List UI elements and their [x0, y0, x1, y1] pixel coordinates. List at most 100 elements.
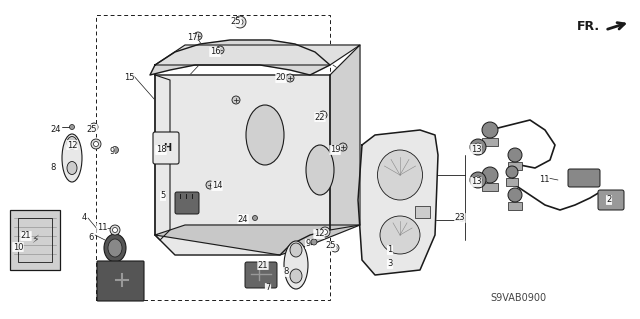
Polygon shape: [358, 130, 438, 275]
Text: 16: 16: [210, 48, 220, 56]
Circle shape: [93, 142, 99, 146]
Text: 1: 1: [387, 246, 392, 255]
Circle shape: [237, 19, 243, 25]
Text: 13: 13: [470, 145, 481, 153]
Text: 19: 19: [330, 145, 340, 154]
Text: 3: 3: [387, 259, 393, 269]
Circle shape: [482, 167, 498, 183]
FancyBboxPatch shape: [97, 261, 144, 301]
Text: 23: 23: [454, 213, 465, 222]
Circle shape: [474, 176, 482, 184]
Text: FR.: FR.: [577, 19, 600, 33]
Circle shape: [506, 166, 518, 178]
Text: 2: 2: [606, 196, 612, 204]
Circle shape: [194, 32, 202, 40]
Polygon shape: [155, 75, 170, 240]
FancyBboxPatch shape: [508, 202, 522, 210]
Polygon shape: [330, 45, 360, 230]
Text: 21: 21: [20, 232, 31, 241]
Text: 12: 12: [67, 140, 77, 150]
Text: 7: 7: [266, 284, 271, 293]
Ellipse shape: [290, 243, 302, 257]
Text: 4: 4: [81, 213, 86, 222]
Circle shape: [92, 125, 96, 129]
FancyBboxPatch shape: [153, 132, 179, 164]
Circle shape: [253, 216, 257, 220]
Circle shape: [331, 244, 339, 252]
Text: 22: 22: [315, 113, 325, 122]
Bar: [96, 15, 330, 300]
Text: 17: 17: [187, 33, 197, 42]
Text: 25: 25: [231, 18, 241, 26]
Circle shape: [110, 225, 120, 235]
Ellipse shape: [380, 216, 420, 254]
Circle shape: [320, 227, 330, 237]
Text: 18: 18: [156, 145, 166, 154]
Circle shape: [470, 139, 486, 155]
Ellipse shape: [104, 234, 126, 262]
Bar: [415, 206, 430, 218]
Text: ⚡: ⚡: [31, 235, 39, 245]
Polygon shape: [155, 75, 330, 255]
Circle shape: [508, 148, 522, 162]
Ellipse shape: [62, 134, 82, 182]
Text: 15: 15: [124, 72, 134, 81]
Ellipse shape: [67, 137, 77, 150]
Circle shape: [70, 124, 74, 130]
Ellipse shape: [306, 145, 334, 195]
Ellipse shape: [246, 105, 284, 165]
Circle shape: [232, 96, 240, 104]
Circle shape: [234, 16, 246, 28]
Text: 25: 25: [87, 124, 97, 133]
Circle shape: [323, 229, 328, 234]
Text: 14: 14: [212, 182, 222, 190]
Text: 20: 20: [276, 73, 286, 83]
Polygon shape: [155, 45, 360, 65]
Bar: [18, 218, 52, 262]
FancyBboxPatch shape: [482, 138, 498, 146]
Text: 25: 25: [326, 241, 336, 250]
Text: 9: 9: [109, 147, 115, 157]
Text: 6: 6: [88, 233, 93, 241]
Circle shape: [286, 74, 294, 82]
Text: 11: 11: [539, 175, 549, 184]
Text: 10: 10: [13, 242, 23, 251]
Text: 5: 5: [161, 191, 166, 201]
Circle shape: [470, 172, 486, 188]
FancyBboxPatch shape: [506, 178, 518, 186]
Circle shape: [333, 246, 337, 250]
Text: 11: 11: [97, 224, 108, 233]
FancyBboxPatch shape: [482, 183, 498, 191]
FancyBboxPatch shape: [598, 190, 624, 210]
Text: 9: 9: [305, 240, 310, 249]
Text: 24: 24: [51, 124, 61, 133]
FancyBboxPatch shape: [508, 162, 522, 170]
Circle shape: [508, 188, 522, 202]
Bar: [10, 210, 60, 270]
Circle shape: [319, 111, 327, 119]
Circle shape: [482, 122, 498, 138]
Text: H: H: [163, 143, 171, 153]
Text: S9VAB0900: S9VAB0900: [490, 293, 546, 303]
Text: 13: 13: [470, 177, 481, 187]
Circle shape: [311, 239, 317, 245]
Ellipse shape: [284, 241, 308, 289]
Circle shape: [458, 214, 465, 221]
Text: 12: 12: [314, 229, 324, 239]
Ellipse shape: [290, 269, 302, 283]
Text: 24: 24: [237, 214, 248, 224]
Circle shape: [339, 143, 347, 151]
Text: 21: 21: [258, 261, 268, 270]
Text: 8: 8: [284, 268, 289, 277]
Circle shape: [111, 146, 118, 153]
Circle shape: [90, 123, 98, 131]
FancyBboxPatch shape: [245, 262, 277, 288]
Circle shape: [216, 46, 224, 54]
Text: 8: 8: [51, 164, 56, 173]
Circle shape: [474, 143, 482, 151]
Ellipse shape: [378, 150, 422, 200]
Circle shape: [206, 181, 214, 189]
Polygon shape: [150, 40, 330, 75]
FancyBboxPatch shape: [175, 192, 199, 214]
FancyBboxPatch shape: [568, 169, 600, 187]
